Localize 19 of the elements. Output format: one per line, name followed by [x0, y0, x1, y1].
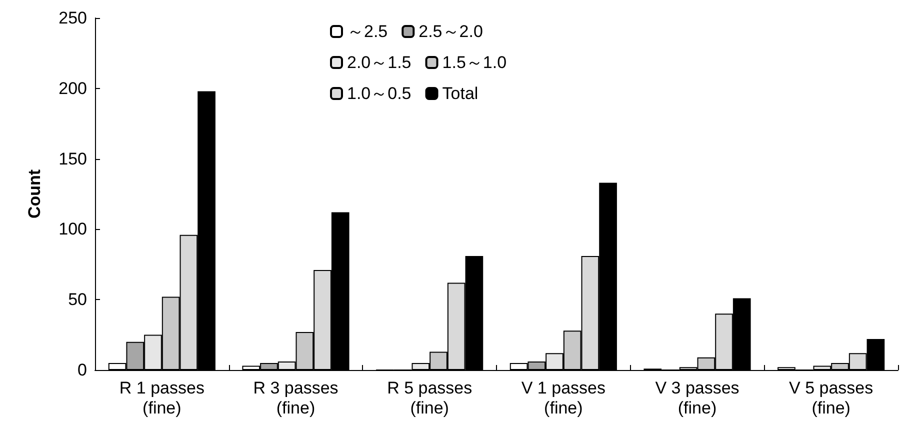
y-tick-label: 100 — [58, 220, 87, 239]
x-tick-label: V 5 passes (fine) — [789, 378, 874, 418]
x-tick-label: R 3 passes (fine) — [253, 378, 338, 418]
x-tick-label: R 1 passes (fine) — [119, 378, 204, 418]
legend-label: 2.0～1.5 — [347, 53, 412, 72]
legend-label: 2.5～2.0 — [418, 22, 483, 41]
legend-label: Total — [442, 84, 478, 103]
y-tick-label: 250 — [58, 8, 87, 28]
y-tick-label: 200 — [58, 78, 87, 98]
y-tick-label: 50 — [68, 290, 87, 310]
legend-label: ～2.5 — [347, 22, 388, 41]
x-tick-label: V 3 passes (fine) — [655, 378, 740, 418]
legend-label: 1.5～1.0 — [442, 53, 507, 72]
x-tick-label: V 1 passes (fine) — [521, 378, 606, 418]
legend-label: 1.0～0.5 — [347, 84, 412, 103]
y-tick-label: 0 — [78, 360, 87, 380]
x-tick-label: R 5 passes (fine) — [387, 378, 472, 418]
y-tick-label: 150 — [58, 149, 87, 168]
y-axis-title: Count — [25, 169, 44, 219]
